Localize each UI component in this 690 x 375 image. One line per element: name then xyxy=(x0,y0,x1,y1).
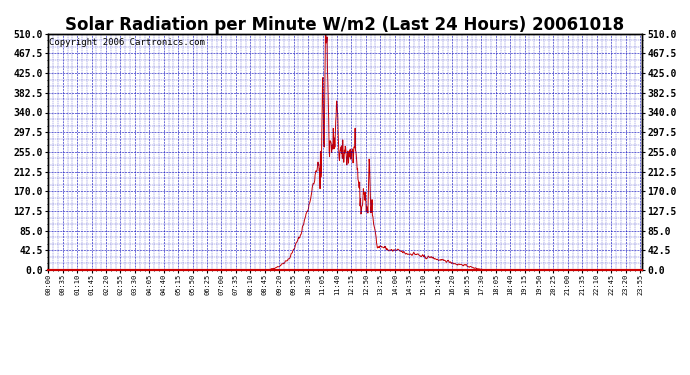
Title: Solar Radiation per Minute W/m2 (Last 24 Hours) 20061018: Solar Radiation per Minute W/m2 (Last 24… xyxy=(66,16,624,34)
Text: Copyright 2006 Cartronics.com: Copyright 2006 Cartronics.com xyxy=(50,39,206,48)
